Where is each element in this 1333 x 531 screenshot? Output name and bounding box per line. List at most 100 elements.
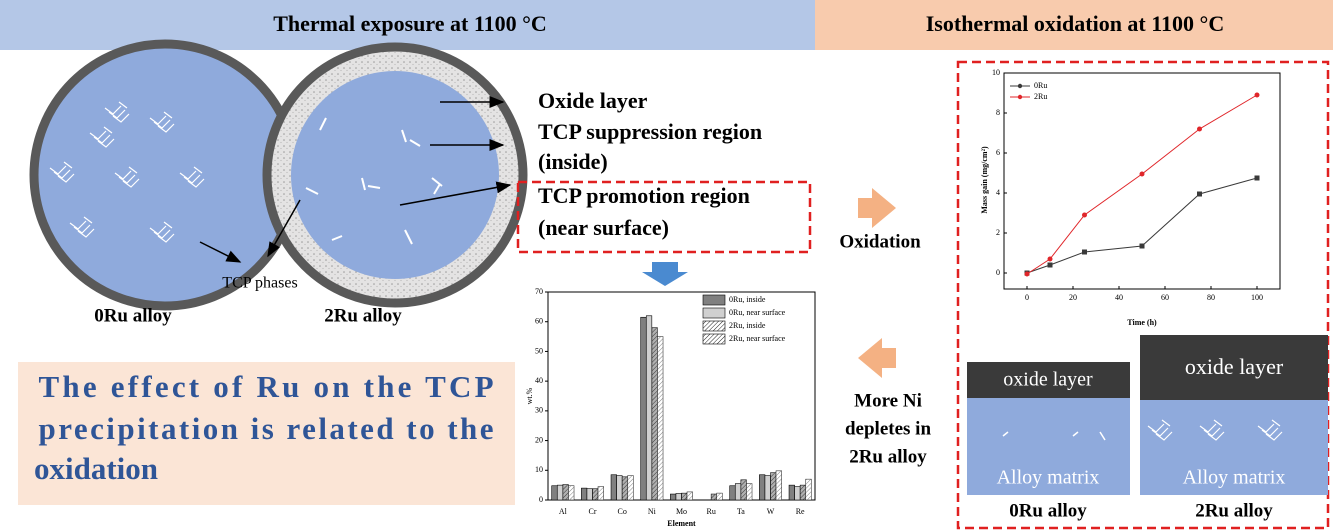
bar	[640, 316, 647, 501]
micro-matrix	[967, 398, 1130, 495]
bar-bg	[681, 493, 688, 500]
x-tick-label: 40	[1115, 293, 1123, 302]
alloy-2ru-core	[291, 71, 499, 279]
legend-swatch	[702, 333, 726, 345]
pointer-arrows	[199, 96, 512, 263]
legend-label: 2Ru	[1034, 92, 1047, 101]
bar	[734, 483, 742, 501]
y-tick-label: 0	[996, 268, 1000, 277]
x-tick-label: Ni	[648, 507, 657, 516]
marker	[1139, 171, 1145, 177]
marker	[1254, 92, 1260, 98]
x-tick-label: Co	[617, 507, 626, 516]
bar	[686, 491, 693, 501]
bar	[788, 484, 795, 501]
bar-bg	[687, 491, 693, 500]
micro-alloy-label: 2Ru alloy	[1195, 500, 1273, 521]
legend-label: 2Ru, near surface	[729, 334, 786, 343]
plot-frame	[1003, 72, 1281, 290]
statement-box	[18, 362, 515, 505]
bar	[764, 475, 771, 501]
depletion-label: 2Ru alloy	[849, 446, 927, 467]
tcp-needles	[305, 117, 443, 245]
legend-label: 0Ru	[1034, 81, 1047, 90]
legend-label: 0Ru, inside	[729, 295, 766, 304]
y-tick-label: 30	[535, 406, 543, 415]
marker	[1082, 212, 1087, 218]
plot-frame	[547, 291, 816, 501]
micro-oxide-label: oxide layer	[1185, 354, 1284, 379]
statement: precipitation is related to the	[39, 411, 494, 446]
y-tick-label: 2	[996, 228, 1000, 237]
bar	[805, 478, 812, 501]
depletion-label: depletes in	[845, 418, 931, 439]
bar	[581, 487, 588, 501]
x-tick-label: 80	[1207, 293, 1215, 302]
y-tick-label: 6	[996, 148, 1000, 157]
bar-bg	[716, 493, 723, 500]
bar	[645, 315, 653, 501]
bar	[716, 492, 723, 501]
bar	[616, 475, 623, 501]
promotion-label: TCP promotion region	[538, 183, 750, 208]
legend-swatch	[702, 320, 726, 332]
suppression-label: TCP suppression region	[538, 119, 762, 144]
x-tick-label: 60	[1161, 293, 1169, 302]
x-tick-label: 20	[1069, 293, 1077, 302]
x-tick-label: Ru	[706, 507, 715, 516]
statement: oxidation	[34, 451, 158, 486]
micro-matrix-label: Alloy matrix	[997, 467, 1100, 489]
promotion-box	[516, 180, 812, 254]
bar-bg	[568, 485, 574, 500]
bar-bg	[740, 479, 747, 500]
bar	[556, 484, 564, 501]
bar-bg	[622, 476, 628, 500]
y-tick-label: 10	[535, 465, 543, 474]
bar	[775, 470, 782, 501]
bar	[586, 488, 593, 501]
bar-bg	[657, 336, 663, 500]
marker	[1197, 126, 1202, 132]
legend-marker	[1017, 83, 1023, 89]
bar	[675, 493, 682, 501]
bar	[551, 485, 558, 501]
marker	[1024, 271, 1030, 277]
legend-label: 2Ru, inside	[729, 321, 766, 330]
marker	[1197, 191, 1202, 197]
oxide-layer-label: Oxide layer	[538, 88, 648, 113]
promotion-label: (near surface)	[538, 215, 669, 240]
y-tick-label: 8	[996, 108, 1000, 117]
marker	[1254, 175, 1260, 181]
bar	[597, 486, 604, 501]
micro-tcp	[1002, 431, 1106, 441]
bar-bg	[598, 486, 604, 500]
left-arrow	[858, 338, 896, 378]
oxidation-label: Oxidation	[839, 231, 921, 252]
header-left-bg	[0, 0, 815, 50]
y-tick-label: 4	[996, 188, 1000, 197]
legend-swatch	[702, 294, 726, 306]
y-tick-label: 20	[535, 435, 543, 444]
bar-bg	[800, 485, 806, 500]
x-tick-label: W	[767, 507, 775, 516]
y-tick-label: 0	[539, 495, 543, 504]
x-tick-label: 0	[1025, 293, 1029, 302]
marker	[1047, 256, 1053, 262]
alloy-label: 0Ru alloy	[94, 305, 172, 326]
bar-bg	[711, 494, 717, 500]
oxidation-box	[956, 60, 1330, 530]
header-right-bg	[815, 0, 1333, 50]
depletion-label: More Ni	[854, 390, 922, 411]
line	[1026, 94, 1258, 275]
bar	[794, 486, 801, 501]
right-arrow	[858, 188, 896, 228]
suppression-label: (inside)	[538, 149, 608, 174]
x-axis-label: Time (h)	[1127, 318, 1157, 327]
y-tick-label: 50	[535, 346, 543, 355]
x-tick-label: Mo	[676, 507, 687, 516]
y-tick-label: 60	[535, 317, 543, 326]
bar	[657, 336, 664, 501]
x-tick-label: Ta	[737, 507, 745, 516]
